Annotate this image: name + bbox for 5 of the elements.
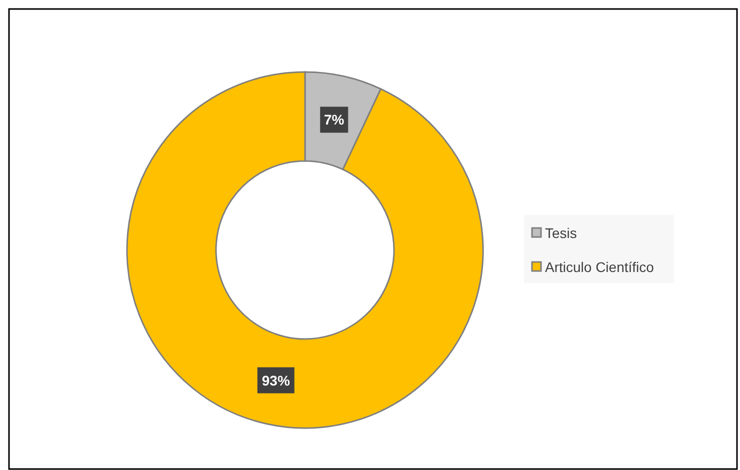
donut-slice [126,71,484,429]
legend-label: Articulo Científico [545,259,654,275]
legend-label: Tesis [545,225,577,241]
data-label: 93% [262,372,290,388]
data-label: 7% [324,112,345,128]
